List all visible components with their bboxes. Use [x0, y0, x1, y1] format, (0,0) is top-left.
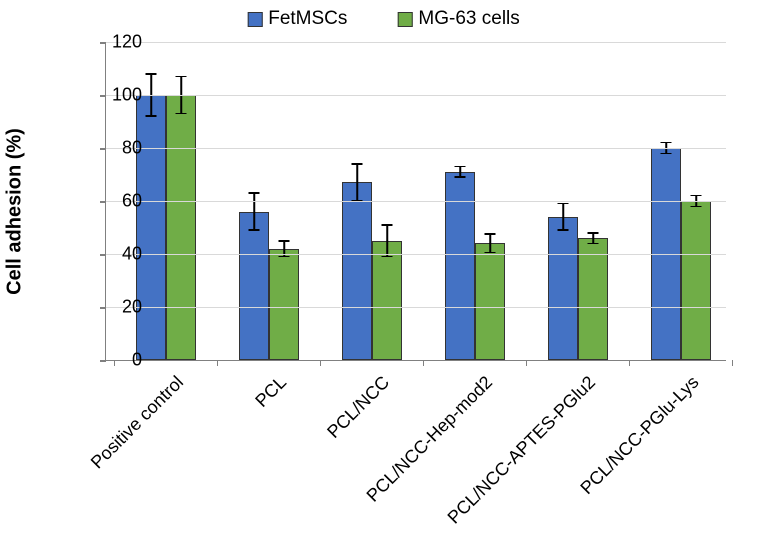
y-axis-label: Cell adhesion (%) — [4, 128, 27, 295]
bar — [239, 212, 269, 360]
error-cap — [558, 229, 569, 231]
error-cap — [485, 233, 496, 235]
bar — [578, 238, 608, 360]
x-tick-mark — [217, 360, 219, 366]
gridline — [106, 201, 726, 202]
error-bar — [489, 234, 491, 253]
error-cap — [691, 195, 702, 197]
bar — [342, 182, 372, 360]
error-cap — [661, 153, 672, 155]
gridline — [106, 95, 726, 96]
x-tick-mark — [732, 360, 734, 366]
error-cap — [691, 206, 702, 208]
gridline — [106, 254, 726, 255]
error-cap — [176, 76, 187, 78]
error-cap — [382, 224, 393, 226]
gridline — [106, 42, 726, 43]
bar — [166, 95, 196, 360]
error-cap — [249, 229, 260, 231]
chart-legend: FetMSCs MG-63 cells — [247, 8, 520, 30]
error-cap — [588, 243, 599, 245]
x-tick-mark — [629, 360, 631, 366]
legend-item: FetMSCs — [247, 8, 347, 30]
gridline — [106, 307, 726, 308]
error-cap — [455, 176, 466, 178]
error-cap — [588, 232, 599, 234]
bar — [681, 201, 711, 360]
legend-item: MG-63 cells — [397, 8, 519, 30]
legend-label: MG-63 cells — [418, 8, 519, 30]
x-tick-mark — [423, 360, 425, 366]
error-cap — [146, 115, 157, 117]
plot-area — [105, 42, 726, 361]
error-cap — [352, 163, 363, 165]
bar — [136, 95, 166, 360]
error-bar — [386, 225, 388, 257]
y-tick-label: 80 — [102, 138, 142, 159]
error-cap — [455, 166, 466, 168]
gridline — [106, 148, 726, 149]
error-cap — [279, 256, 290, 258]
error-cap — [249, 192, 260, 194]
x-tick-label: PCL — [251, 372, 291, 412]
error-cap — [176, 113, 187, 115]
y-tick-label: 60 — [102, 191, 142, 212]
y-tick-label: 20 — [102, 297, 142, 318]
error-bar — [356, 164, 358, 201]
error-cap — [661, 142, 672, 144]
chart-container: FetMSCs MG-63 cells Cell adhesion (%) 0 2… — [0, 0, 767, 558]
x-tick-label: Positive control — [87, 372, 188, 473]
bar — [548, 217, 578, 360]
error-bar — [562, 204, 564, 231]
bar — [269, 249, 299, 360]
x-tick-mark — [320, 360, 322, 366]
legend-label: FetMSCs — [268, 8, 347, 30]
bar — [372, 241, 402, 360]
x-tick-mark — [526, 360, 528, 366]
error-cap — [558, 203, 569, 205]
y-tick-label: 100 — [102, 85, 142, 106]
error-bar — [253, 193, 255, 230]
error-cap — [146, 73, 157, 75]
legend-swatch-mg63 — [397, 12, 412, 27]
error-cap — [382, 256, 393, 258]
y-tick-label: 120 — [102, 32, 142, 53]
legend-swatch-fetmscs — [247, 12, 262, 27]
error-cap — [279, 240, 290, 242]
y-tick-label: 40 — [102, 244, 142, 265]
bar — [475, 243, 505, 360]
x-tick-label: PCL/NCC — [323, 372, 394, 443]
y-tick-label: 0 — [102, 350, 142, 371]
